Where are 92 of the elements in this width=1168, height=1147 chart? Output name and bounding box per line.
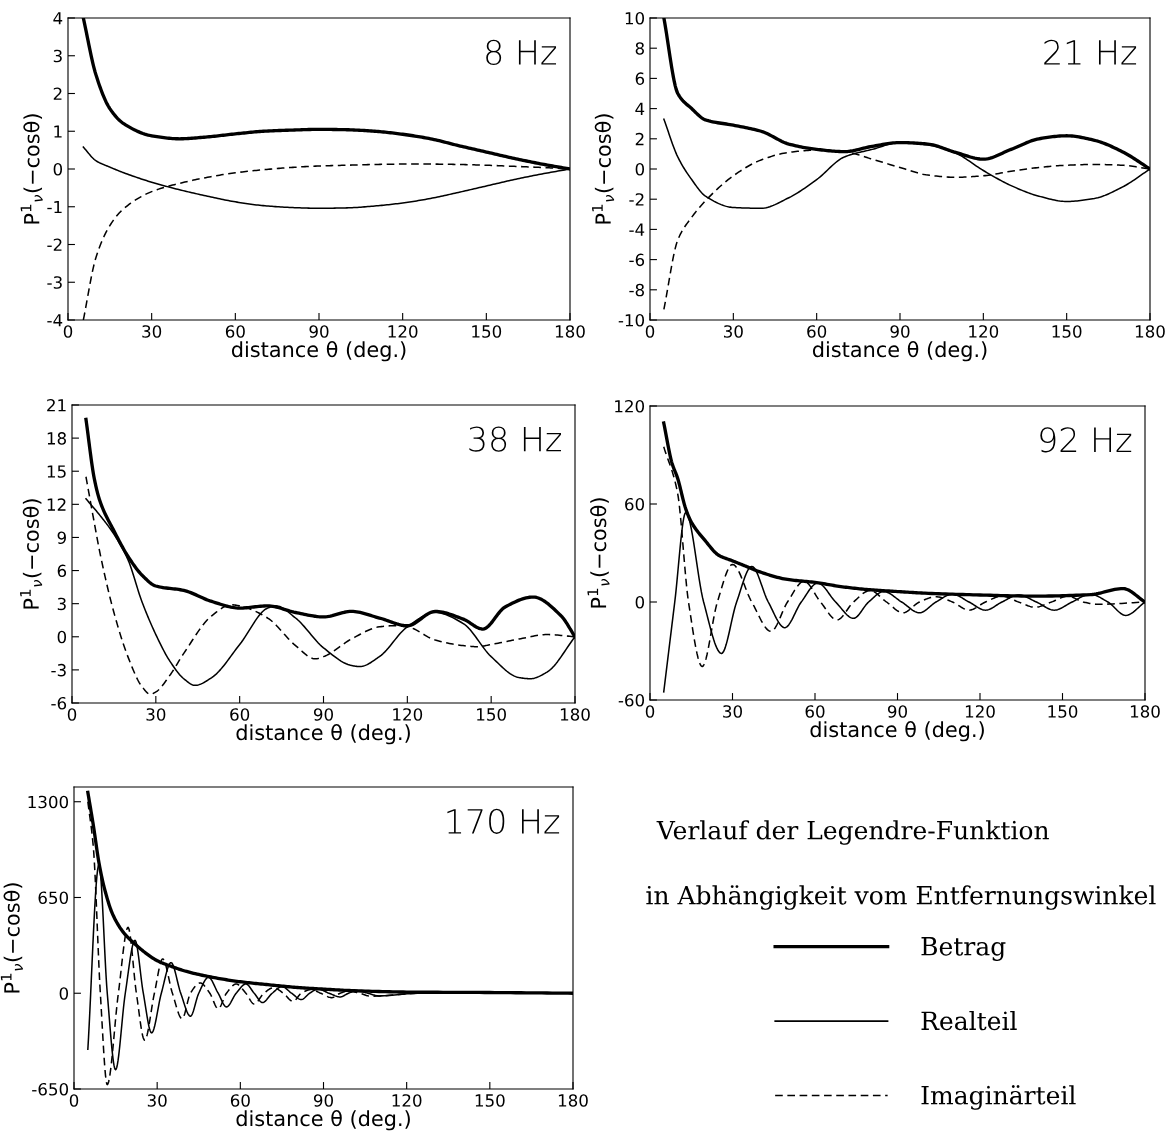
x-axis-title: distance θ (deg.) [810, 720, 984, 742]
y-tick-label: -6 [629, 253, 645, 267]
x-axis-title: distance θ (deg.) [236, 1109, 410, 1131]
y-tick-label: 1 [54, 125, 62, 138]
x-tick-label: 120 [392, 1094, 422, 1107]
y-tick-label: 650 [38, 891, 69, 905]
y-tick-label: -8 [629, 283, 644, 297]
y-tick-label: 18 [47, 432, 66, 445]
x-tick-label: 30 [723, 705, 742, 718]
y-tick-label: 9 [57, 531, 66, 545]
y-tick-label: 0 [59, 987, 69, 1000]
y-axis-title: P$^{1}$$_{ν}$(−cosθ) [20, 114, 43, 224]
x-tick-label: 150 [1052, 325, 1082, 338]
y-tick-label: 0 [635, 162, 645, 176]
x-tick-label: 150 [477, 708, 506, 721]
y-tick-label: 4 [635, 102, 645, 115]
x-tick-label: 120 [965, 705, 995, 718]
y-tick-label: -4 [47, 314, 63, 327]
x-tick-label: 180 [1130, 705, 1160, 718]
legend-label: Betrag [921, 937, 1006, 961]
annotation: 170 Hz [447, 808, 560, 834]
x-tick-label: 60 [805, 705, 825, 718]
y-tick-label: -3 [51, 663, 66, 677]
y-tick-label: 3 [57, 597, 66, 611]
y-tick-label: -10 [618, 313, 645, 327]
y-tick-label: 21 [47, 398, 66, 412]
y-tick-label: -4 [629, 223, 645, 236]
x-tick-label: 150 [475, 1094, 505, 1107]
x-tick-label: 30 [146, 708, 166, 721]
x-tick-label: 60 [230, 708, 250, 721]
x-tick-label: 90 [309, 325, 329, 338]
y-tick-label: 15 [47, 465, 66, 478]
x-tick-label: 120 [388, 325, 418, 338]
x-tick-label: 0 [69, 1094, 79, 1107]
x-tick-label: 180 [560, 708, 590, 721]
annotation: 8 Hz [486, 39, 557, 65]
y-tick-label: 60 [625, 497, 645, 511]
y-tick-label: 12 [47, 498, 66, 511]
legend-label: Realteil [921, 1010, 1017, 1031]
y-tick-label: 120 [615, 399, 645, 413]
x-tick-label: 180 [558, 1094, 588, 1107]
x-axis-title: distance θ (deg.) [236, 723, 410, 745]
y-tick-label: -650 [32, 1082, 69, 1096]
y-axis-title: P$^{1}$$_{ν}$(−cosθ) [587, 498, 610, 608]
y-tick-label: 0 [57, 630, 67, 644]
x-tick-label: 90 [887, 705, 907, 718]
x-tick-label: 180 [1135, 325, 1165, 338]
x-tick-label: 0 [67, 708, 77, 721]
y-tick-label: -3 [47, 276, 62, 289]
x-tick-label: 90 [890, 325, 910, 338]
x-axis-title: distance θ (deg.) [231, 340, 406, 362]
x-tick-label: 0 [645, 705, 655, 718]
x-tick-label: 60 [230, 1094, 250, 1107]
y-tick-label: -2 [47, 238, 62, 251]
annotation: 38 Hz [469, 426, 561, 452]
y-axis-title: P$^{1}$$_{ν}$(−cosθ) [0, 883, 23, 993]
y-axis-title: P$^{1}$$_{ν}$(−cosθ) [592, 114, 615, 224]
x-tick-label: 30 [724, 325, 743, 338]
y-tick-label: -60 [618, 693, 645, 707]
text: in Abhängigkeit vom Entfernungswinkel [646, 885, 1156, 910]
y-tick-label: 6 [635, 72, 645, 85]
x-tick-label: 90 [313, 708, 333, 721]
x-tick-label: 120 [969, 325, 999, 338]
y-tick-label: -2 [629, 193, 644, 206]
x-tick-label: 60 [225, 325, 245, 338]
y-tick-label: 1300 [28, 795, 69, 809]
x-tick-label: 150 [472, 325, 502, 338]
y-tick-label: -1 [47, 200, 62, 214]
y-tick-label: 2 [53, 87, 62, 100]
y-tick-label: 0 [635, 595, 645, 609]
x-tick-label: 60 [807, 325, 827, 338]
x-tick-label: 150 [1048, 705, 1078, 718]
x-tick-label: 90 [313, 1094, 333, 1107]
x-tick-label: 120 [393, 708, 423, 721]
y-tick-label: 0 [53, 162, 63, 176]
x-tick-label: 180 [555, 325, 585, 338]
x-tick-label: 0 [645, 325, 655, 338]
y-tick-label: 10 [625, 11, 645, 25]
y-tick-label: 8 [635, 42, 644, 55]
y-tick-label: 3 [53, 49, 62, 63]
y-tick-label: 4 [53, 12, 63, 25]
y-axis-title: P$^{1}$$_{ν}$(−cosθ) [20, 499, 43, 609]
x-tick-label: 30 [147, 1094, 167, 1107]
text: Verlauf der Legendre-Funktion [656, 820, 1049, 845]
x-axis-title: distance θ (deg.) [812, 340, 987, 362]
annotation: 92 Hz [1040, 427, 1132, 453]
y-tick-label: 6 [57, 564, 67, 578]
annotation: 21 Hz [1044, 39, 1137, 65]
legend-label: Imaginärteil [921, 1085, 1076, 1110]
x-tick-label: 30 [142, 325, 162, 338]
y-tick-label: 2 [635, 132, 644, 146]
y-tick-label: -6 [51, 696, 67, 710]
